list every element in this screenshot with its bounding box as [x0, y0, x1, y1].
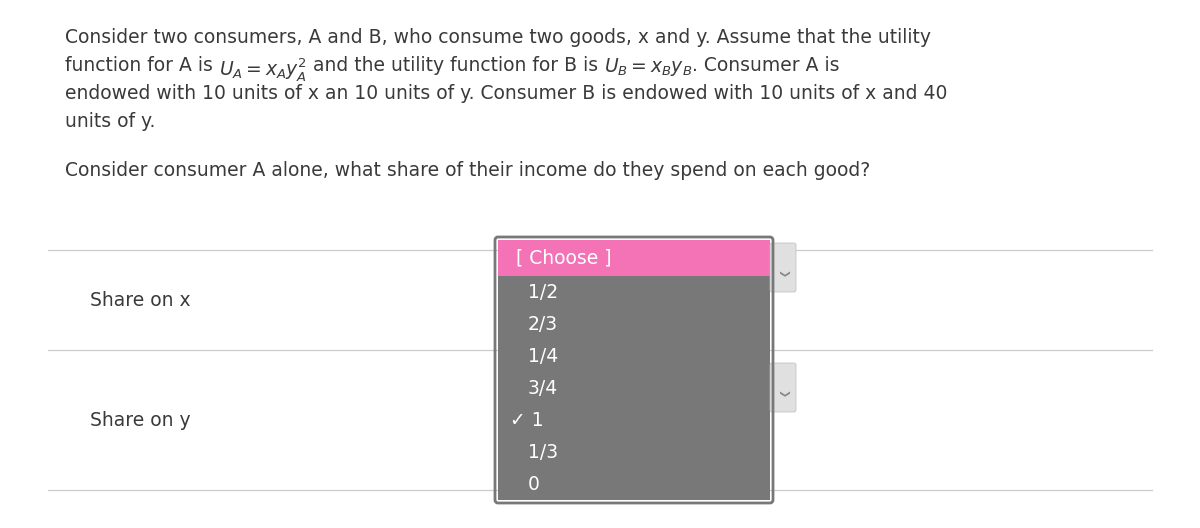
- Text: ❯: ❯: [778, 270, 788, 278]
- Text: 1/3: 1/3: [528, 442, 558, 461]
- Text: Consider two consumers, A and B, who consume two goods, x and y. Assume that the: Consider two consumers, A and B, who con…: [65, 28, 931, 47]
- Bar: [498, 276, 770, 500]
- Text: function for A is: function for A is: [65, 56, 218, 75]
- Bar: [498, 240, 770, 276]
- Text: and the utility function for B is: and the utility function for B is: [307, 56, 604, 75]
- Text: 2/3: 2/3: [528, 315, 558, 334]
- Text: . Consumer A is: . Consumer A is: [692, 56, 840, 75]
- FancyBboxPatch shape: [770, 243, 796, 292]
- Text: 3/4: 3/4: [528, 379, 558, 398]
- Text: Share on x: Share on x: [90, 290, 191, 309]
- Text: Share on y: Share on y: [90, 410, 191, 429]
- Text: 1/4: 1/4: [528, 346, 558, 365]
- Text: [ Choose ]: [ Choose ]: [516, 249, 612, 268]
- FancyBboxPatch shape: [770, 363, 796, 412]
- Text: units of y.: units of y.: [65, 112, 155, 131]
- Text: $U_B = x_B y_B$: $U_B = x_B y_B$: [604, 56, 692, 78]
- Text: endowed with 10 units of x an 10 units of y. Consumer B is endowed with 10 units: endowed with 10 units of x an 10 units o…: [65, 84, 947, 103]
- Text: Consider consumer A alone, what share of their income do they spend on each good: Consider consumer A alone, what share of…: [65, 161, 870, 180]
- Text: 1/2: 1/2: [528, 282, 558, 301]
- Text: ✓ 1: ✓ 1: [510, 410, 544, 429]
- Text: $U_A = x_A y_A^2$: $U_A = x_A y_A^2$: [218, 56, 307, 83]
- Text: ❯: ❯: [778, 390, 788, 398]
- Text: 0: 0: [528, 475, 540, 494]
